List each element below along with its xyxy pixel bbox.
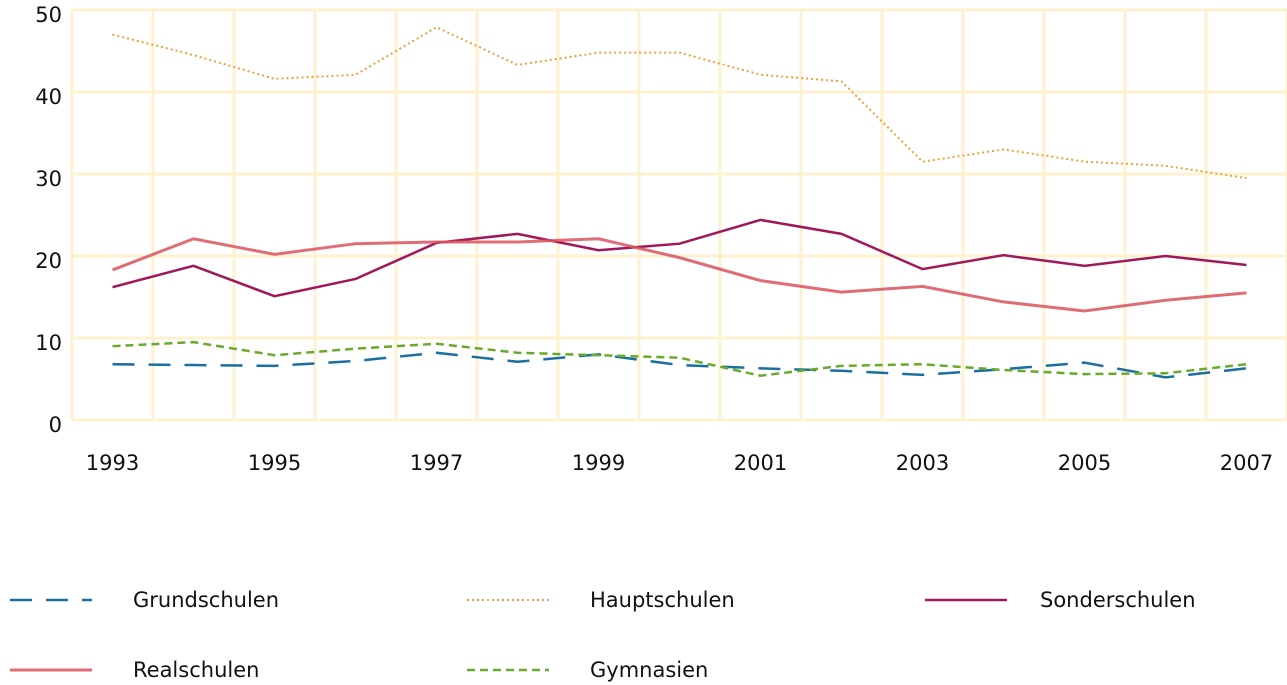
x-tick-label: 1995	[248, 451, 301, 475]
x-tick-label: 1993	[86, 451, 139, 475]
series-line	[112, 26, 1247, 180]
legend-label: Hauptschulen	[590, 588, 735, 612]
y-tick-label: 30	[35, 167, 62, 191]
legend-label: Grundschulen	[133, 588, 279, 612]
y-tick-label: 0	[49, 413, 62, 437]
series-line	[112, 351, 1247, 379]
legend-label: Realschulen	[133, 658, 259, 682]
x-tick-label: 1997	[410, 451, 463, 475]
y-tick-label: 40	[35, 85, 62, 109]
x-tick-label: 2001	[734, 451, 787, 475]
x-tick-label: 2007	[1220, 451, 1273, 475]
x-tick-label: 2005	[1058, 451, 1111, 475]
series-line	[111, 237, 1247, 313]
legend-label: Sonderschulen	[1040, 588, 1196, 612]
legend-label: Gymnasien	[590, 658, 708, 682]
series-line	[112, 218, 1247, 298]
y-tick-label: 20	[35, 249, 62, 273]
series-line	[112, 340, 1247, 377]
y-tick-label: 10	[35, 331, 62, 355]
x-tick-label: 2003	[896, 451, 949, 475]
x-tick-label: 1999	[572, 451, 625, 475]
y-tick-label: 50	[35, 3, 62, 27]
